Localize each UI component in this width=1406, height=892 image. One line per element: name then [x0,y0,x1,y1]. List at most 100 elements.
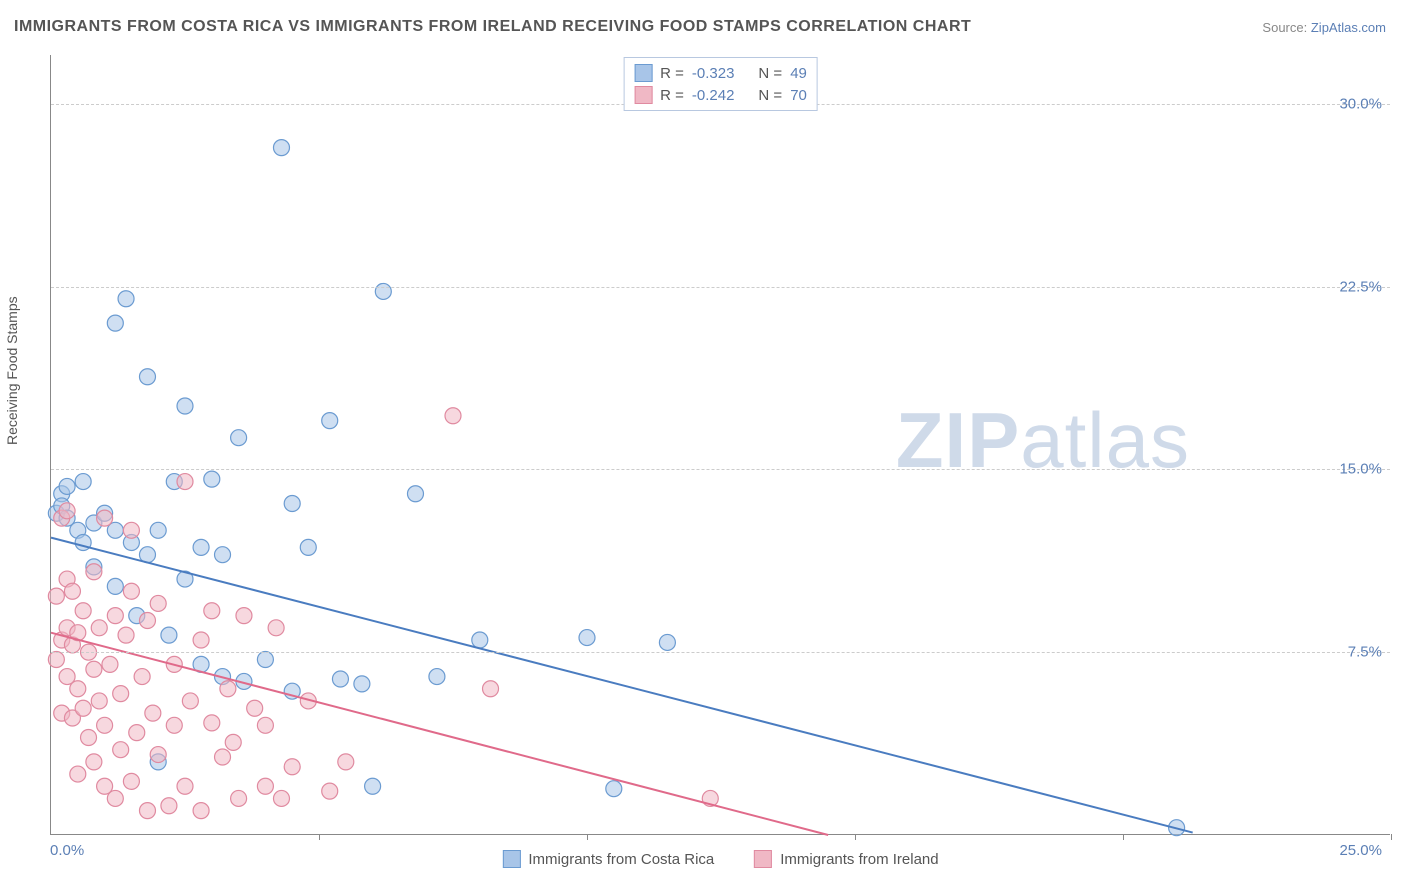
data-point [177,778,193,794]
r-label: R = [660,87,684,104]
data-point [139,369,155,385]
data-point [215,547,231,563]
data-point [166,717,182,733]
data-point [354,676,370,692]
legend-row-ireland: R = -0.242 N = 70 [634,84,807,106]
n-label: N = [758,65,782,82]
data-point [204,715,220,731]
data-point [407,486,423,502]
data-point [284,496,300,512]
data-point [338,754,354,770]
source-label: Source: [1262,20,1307,35]
data-point [145,705,161,721]
data-point [182,693,198,709]
legend-label-costa-rica: Immigrants from Costa Rica [528,851,714,868]
y-tick-label: 22.5% [1339,278,1382,295]
data-point [204,471,220,487]
data-point [86,661,102,677]
data-point [322,413,338,429]
data-point [268,620,284,636]
data-point [332,671,348,687]
data-point [113,742,129,758]
swatch-costa-rica [502,850,520,868]
swatch-costa-rica [634,64,652,82]
data-point [81,730,97,746]
legend-item-ireland: Immigrants from Ireland [754,850,938,868]
y-tick-label: 15.0% [1339,461,1382,478]
data-point [193,803,209,819]
data-point [483,681,499,697]
data-point [102,656,118,672]
data-point [215,749,231,765]
data-point [579,630,595,646]
data-point [59,478,75,494]
grid-line [51,469,1390,470]
data-point [107,315,123,331]
grid-line [51,287,1390,288]
data-point [123,773,139,789]
data-point [365,778,381,794]
data-point [129,725,145,741]
data-point [273,790,289,806]
data-point [75,700,91,716]
source-attribution: Source: ZipAtlas.com [1262,20,1386,35]
chart-canvas [51,55,1390,834]
data-point [86,754,102,770]
source-link[interactable]: ZipAtlas.com [1311,20,1386,35]
x-tick-label-min: 0.0% [50,842,84,859]
data-point [48,588,64,604]
data-point [284,759,300,775]
data-point [91,693,107,709]
data-point [273,140,289,156]
data-point [139,613,155,629]
data-point [257,778,273,794]
data-point [472,632,488,648]
data-point [429,669,445,685]
data-point [64,583,80,599]
data-point [123,583,139,599]
data-point [118,291,134,307]
data-point [257,717,273,733]
x-tick [587,834,588,840]
data-point [123,522,139,538]
y-tick-label: 30.0% [1339,95,1382,112]
data-point [150,595,166,611]
data-point [300,539,316,555]
data-point [231,790,247,806]
legend-item-costa-rica: Immigrants from Costa Rica [502,850,714,868]
data-point [75,474,91,490]
data-point [107,790,123,806]
data-point [86,564,102,580]
data-point [113,686,129,702]
data-point [97,717,113,733]
legend-label-ireland: Immigrants from Ireland [780,851,938,868]
data-point [70,766,86,782]
data-point [177,398,193,414]
series-legend: Immigrants from Costa Rica Immigrants fr… [502,850,938,868]
data-point [193,539,209,555]
data-point [134,669,150,685]
data-point [161,627,177,643]
data-point [75,603,91,619]
data-point [91,620,107,636]
data-point [139,803,155,819]
n-value-ireland: 70 [790,87,807,104]
r-value-ireland: -0.242 [692,87,735,104]
data-point [322,783,338,799]
data-point [107,578,123,594]
data-point [97,510,113,526]
data-point [257,652,273,668]
data-point [107,608,123,624]
data-point [247,700,263,716]
x-tick-label-max: 25.0% [1339,842,1382,859]
x-tick [1123,834,1124,840]
x-tick [319,834,320,840]
data-point [204,603,220,619]
data-point [150,747,166,763]
data-point [193,632,209,648]
data-point [150,522,166,538]
swatch-ireland [754,850,772,868]
data-point [225,734,241,750]
x-tick [1391,834,1392,840]
data-point [231,430,247,446]
